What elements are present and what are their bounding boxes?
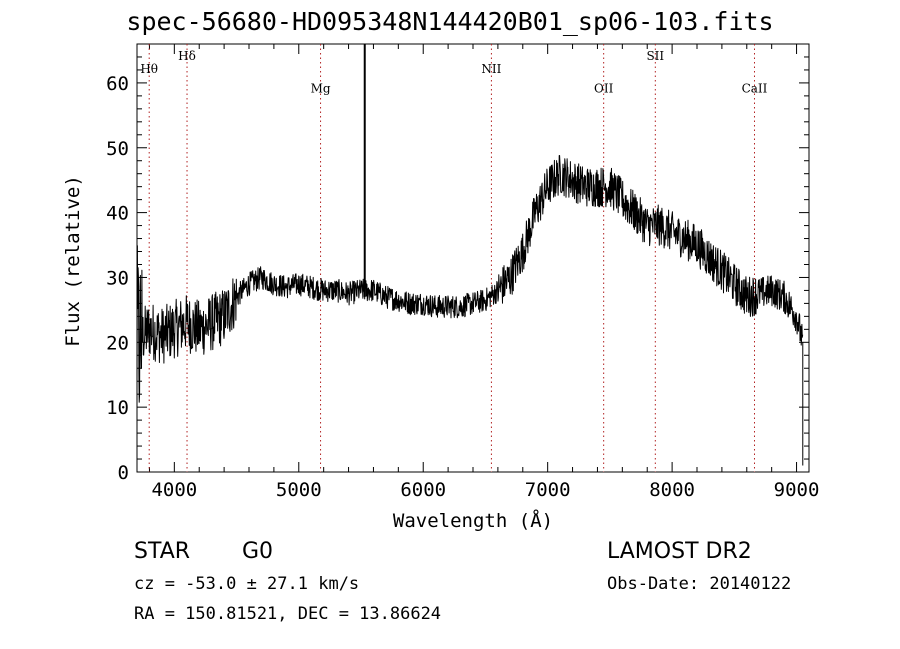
spectral-line-label: NII <box>481 62 501 76</box>
y-tick-label: 10 <box>106 397 129 419</box>
y-axis-label: Flux (relative) <box>62 175 84 347</box>
observation-date: Obs-Date: 20140122 <box>607 574 792 594</box>
chart-title: spec-56680-HD095348N144420B01_sp06-103.f… <box>126 7 774 36</box>
x-tick-label: 5000 <box>276 479 322 501</box>
x-tick-label: 8000 <box>649 479 695 501</box>
y-tick-label: 50 <box>106 138 129 160</box>
spectral-line-label: CaII <box>742 82 768 96</box>
y-tick-label: 0 <box>118 462 129 484</box>
x-tick-label: 4000 <box>151 479 197 501</box>
x-axis-label: Wavelength (Å) <box>392 510 554 532</box>
y-tick-label: 40 <box>106 203 129 225</box>
x-tick-label: 6000 <box>400 479 446 501</box>
y-tick-label: 60 <box>106 73 129 95</box>
flux-line <box>136 155 804 403</box>
spectral-line-label: SII <box>646 49 664 63</box>
spectral-line-label: Hδ <box>178 49 196 63</box>
y-tick-label: 30 <box>106 267 129 289</box>
spectral-line-markers: Hθ Hδ Mg NII OII SII CaII <box>140 44 768 472</box>
coordinates-text: RA = 150.81521, DEC = 13.86624 <box>134 604 442 624</box>
spectral-line-label: Mg <box>311 82 331 96</box>
spectral-line-label: Hθ <box>140 62 158 76</box>
axis-ticks: 4000 5000 6000 7000 8000 9000 0 10 20 30 40 50 60 <box>106 44 819 501</box>
x-tick-label: 7000 <box>525 479 571 501</box>
spectral-line-label: OII <box>594 82 614 96</box>
object-subclass: G0 <box>242 539 274 564</box>
y-tick-label: 20 <box>106 332 129 354</box>
x-tick-label: 9000 <box>774 479 820 501</box>
object-class: STAR <box>134 539 191 564</box>
redshift-text: cz = -53.0 ± 27.1 km/s <box>134 574 360 594</box>
survey-name: LAMOST DR2 <box>607 539 752 564</box>
flux-series <box>136 44 804 466</box>
